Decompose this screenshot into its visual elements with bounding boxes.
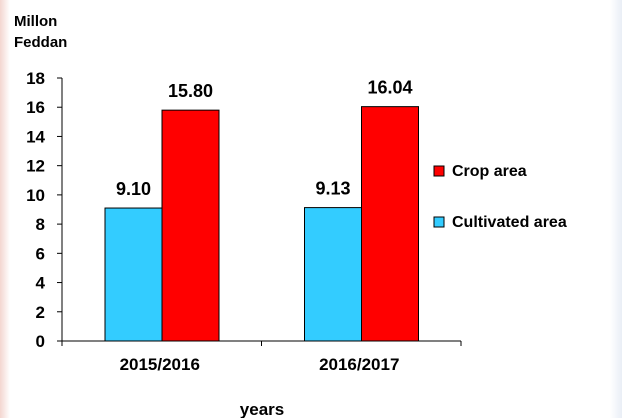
y-tick-label: 4 — [36, 274, 46, 293]
bar-cultivated-area-2 — [304, 207, 362, 342]
y-tick-label: 16 — [26, 98, 45, 117]
y-tick-label: 8 — [36, 215, 45, 234]
bar-crop-area-2 — [361, 106, 419, 342]
data-label: 15.80 — [168, 81, 213, 101]
chart-axes: 0 2 4 6 8 10 12 14 16 18 — [26, 69, 462, 351]
data-label: 9.10 — [116, 179, 151, 199]
y-axis-unit-label: Millon Feddan — [14, 11, 67, 53]
chart-bars — [104, 106, 419, 342]
legend-label: Cultivated area — [452, 214, 567, 231]
y-tick-label: 18 — [26, 69, 45, 88]
legend-swatch — [433, 216, 445, 228]
y-tick-label: 0 — [36, 332, 45, 351]
legend-swatch — [433, 165, 445, 177]
chart-labels: 9.10 15.80 2015/2016 9.13 16.04 2016/2017 year… — [116, 78, 413, 418]
data-label: 16.04 — [367, 78, 412, 98]
y-tick-label: 14 — [26, 127, 45, 146]
bar-cultivated-area-1 — [104, 207, 163, 342]
y-axis-unit-line-2: Feddan — [14, 34, 68, 51]
y-tick-label: 6 — [36, 244, 45, 263]
y-tick-label: 12 — [26, 157, 45, 176]
y-tick-label: 2 — [36, 303, 45, 322]
legend-label: Crop area — [452, 163, 527, 180]
y-tick-label: 10 — [26, 186, 45, 205]
left-edge-decoration — [0, 0, 10, 418]
right-edge-decoration — [610, 0, 622, 418]
y-axis-unit-line-1: Millon — [14, 13, 58, 30]
x-axis-title: years — [240, 400, 284, 418]
x-category-label: 2016/2017 — [319, 355, 399, 374]
x-category-label: 2015/2016 — [120, 355, 200, 374]
bar-crop-area-1 — [161, 109, 220, 342]
chart-legend: Crop area Cultivated area — [433, 163, 567, 231]
data-label: 9.13 — [315, 179, 350, 199]
